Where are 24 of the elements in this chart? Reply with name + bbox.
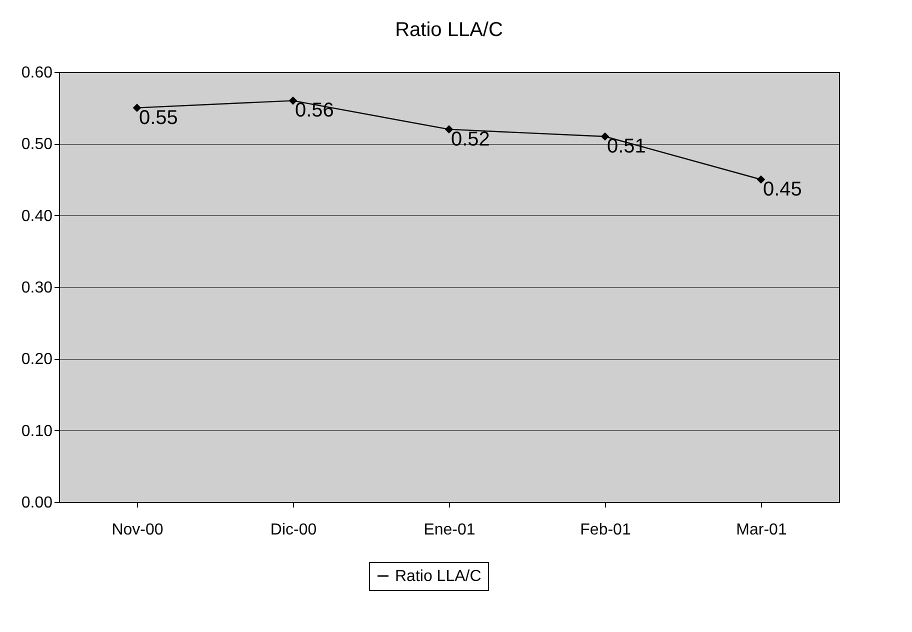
x-tick-label: Ene-01 (424, 522, 476, 538)
data-label: 0.55 (139, 106, 178, 129)
point (756, 175, 766, 184)
y-tick-label: 0.20 (21, 351, 53, 368)
x-tick-label: Dic-00 (270, 522, 317, 538)
point (600, 132, 610, 141)
data-label: 0.51 (607, 136, 646, 158)
y-tick-label: 0.10 (21, 422, 53, 440)
x-tick-label: Feb-01 (580, 522, 631, 538)
y-tick-label: 0.60 (21, 64, 53, 82)
point (132, 104, 142, 112)
x-tick-label: Nov-00 (112, 522, 164, 538)
data-label: 0.52 (451, 128, 490, 150)
data-label: 0.45 (763, 178, 802, 200)
y-tick-label: 0.30 (21, 280, 53, 296)
point (444, 125, 454, 134)
legend-label: Ratio LLA/C (395, 568, 482, 585)
data-label: 0.56 (295, 100, 334, 122)
point (288, 96, 298, 105)
y-tick-label: 0.40 (21, 208, 53, 225)
x-tick-label: Mar-01 (736, 522, 787, 538)
y-tick-label: 0.00 (21, 494, 53, 512)
chart-title: Ratio LLA/C (395, 19, 503, 41)
y-tick-label: 0.50 (21, 136, 53, 154)
